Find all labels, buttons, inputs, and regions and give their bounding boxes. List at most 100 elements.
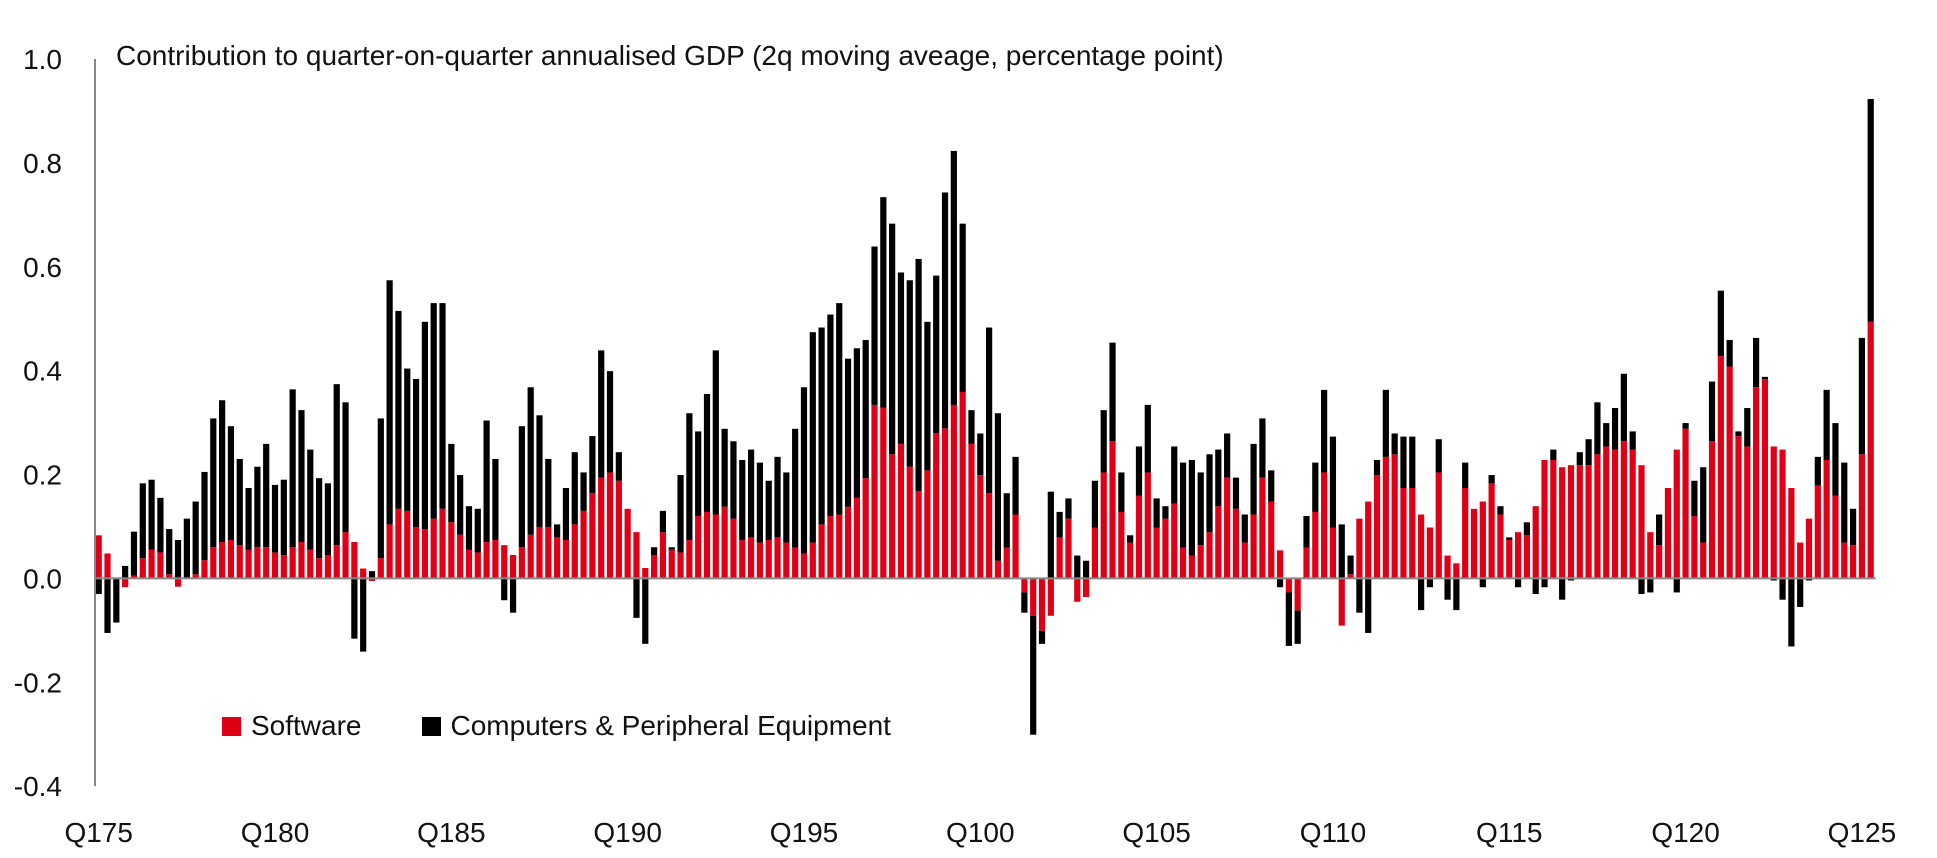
bar-software-Q297 [880, 407, 887, 579]
bar-software-Q409 [1321, 472, 1328, 579]
bar-computers-Q292 [703, 394, 711, 512]
bar-computers-Q194 [765, 480, 772, 540]
bar-software-Q424 [1849, 545, 1857, 579]
bar-software-Q101 [1012, 514, 1019, 579]
bar-software-Q192 [695, 516, 702, 579]
bar-computers-Q284 [421, 321, 428, 530]
bar-computers-Q309 [1312, 462, 1319, 512]
bar-software-Q423 [1814, 485, 1821, 579]
bar-computers-Q384 [430, 303, 437, 519]
bar-computers-Q394 [783, 472, 790, 543]
bar-computers-Q308 [1276, 578, 1284, 588]
x-tick-label: Q110 [1300, 817, 1366, 848]
bar-computers-Q177 [166, 529, 173, 575]
bar-software-Q316 [1559, 467, 1566, 579]
bar-software-Q309 [1312, 511, 1319, 579]
bar-software-Q496 [862, 478, 869, 579]
bar-software-Q197 [871, 404, 878, 579]
bar-software-Q176 [130, 575, 138, 579]
bar-software-Q403 [1109, 441, 1116, 579]
bar-software-Q221 [1726, 366, 1733, 579]
legend-swatch-software [222, 716, 241, 736]
bar-computers-Q383 [395, 310, 402, 509]
bar-software-Q417 [1603, 446, 1610, 579]
bar-software-Q299 [950, 404, 957, 579]
bar-computers-Q488 [580, 472, 587, 511]
bar-computers-Q222 [1761, 376, 1769, 379]
bar-software-Q178 [201, 560, 208, 579]
bar-software-Q115 [1506, 539, 1513, 579]
bars-layer [95, 98, 1874, 735]
y-tick-label: 0.8 [23, 148, 62, 179]
legend-label-computers: Computers & Peripheral Equipment [450, 710, 891, 741]
bar-computers-Q302 [1065, 498, 1072, 519]
bar-computers-Q483 [404, 368, 411, 511]
bar-computers-Q378 [219, 400, 226, 543]
bar-computers-Q398 [924, 321, 931, 471]
bar-computers-Q413 [1462, 462, 1469, 489]
bar-computers-Q291 [668, 547, 675, 550]
x-tick-label: Q125 [1828, 817, 1897, 848]
bar-computers-Q295 [809, 332, 816, 543]
bar-computers-Q317 [1594, 402, 1601, 455]
bar-software-Q317 [1594, 454, 1601, 579]
bar-software-Q281 [316, 558, 323, 579]
y-tick-label: 0.2 [23, 460, 62, 491]
bar-computers-Q311 [1382, 389, 1389, 457]
bar-computers-Q123 [1788, 578, 1795, 647]
bar-software-Q324 [1841, 542, 1848, 579]
bar-computers-Q486 [509, 578, 517, 613]
bar-software-Q188 [554, 537, 561, 579]
bar-computers-Q303 [1100, 410, 1107, 473]
bar-computers-Q482 [368, 571, 376, 579]
bar-computers-Q423 [1814, 456, 1821, 486]
bar-computers-Q484 [439, 303, 446, 509]
bar-computers-Q380 [289, 389, 296, 548]
bar-computers-Q214 [1479, 578, 1486, 588]
bar-computers-Q113 [1435, 439, 1442, 473]
bar-computers-Q187 [518, 426, 525, 548]
bar-computers-Q419 [1673, 578, 1680, 593]
bar-computers-Q101 [1012, 456, 1019, 515]
bar-software-Q386 [501, 545, 508, 579]
x-tick-label: Q195 [770, 817, 839, 848]
bar-computers-Q492 [721, 428, 728, 507]
x-tick-label: Q120 [1651, 817, 1720, 848]
bar-computers-Q281 [316, 478, 323, 559]
bar-software-Q312 [1418, 514, 1425, 579]
bar-computers-Q279 [245, 488, 252, 550]
bar-computers-Q418 [1638, 578, 1645, 594]
bar-software-Q387 [536, 526, 543, 579]
bar-computers-Q119 [1647, 578, 1654, 593]
bar-software-Q320 [1700, 542, 1707, 579]
bar-computers-Q477 [192, 501, 199, 575]
bar-software-Q123 [1788, 488, 1795, 579]
bar-software-Q206 [1197, 545, 1204, 579]
bar-computers-Q216 [1550, 449, 1557, 460]
bar-computers-Q391 [677, 475, 684, 553]
bar-software-Q276 [139, 558, 146, 579]
bar-software-Q390 [642, 568, 649, 579]
bar-software-Q289 [598, 477, 605, 579]
bar-software-Q323 [1805, 518, 1813, 579]
bar-computers-Q406 [1215, 449, 1222, 507]
bar-software-Q411 [1391, 454, 1398, 579]
bar-software-Q209 [1303, 547, 1310, 579]
bar-software-Q112 [1400, 488, 1407, 579]
bar-software-Q318 [1629, 449, 1636, 579]
bar-software-Q116 [1541, 459, 1548, 579]
bar-computers-Q376 [148, 479, 155, 550]
y-tick-label: 1.0 [23, 44, 62, 75]
bar-software-Q408 [1285, 578, 1292, 593]
bar-software-Q117 [1576, 465, 1583, 579]
bar-software-Q202 [1056, 537, 1063, 579]
x-tick-label: Q180 [241, 817, 310, 848]
bar-computers-Q206 [1197, 472, 1204, 546]
bar-computers-Q320 [1700, 467, 1707, 543]
bar-computers-Q288 [562, 488, 570, 540]
bar-software-Q394 [783, 542, 790, 579]
bar-software-Q100 [977, 475, 984, 579]
bar-computers-Q105 [1153, 498, 1160, 528]
bar-computers-Q298 [915, 258, 922, 492]
bar-software-Q182 [342, 532, 349, 579]
